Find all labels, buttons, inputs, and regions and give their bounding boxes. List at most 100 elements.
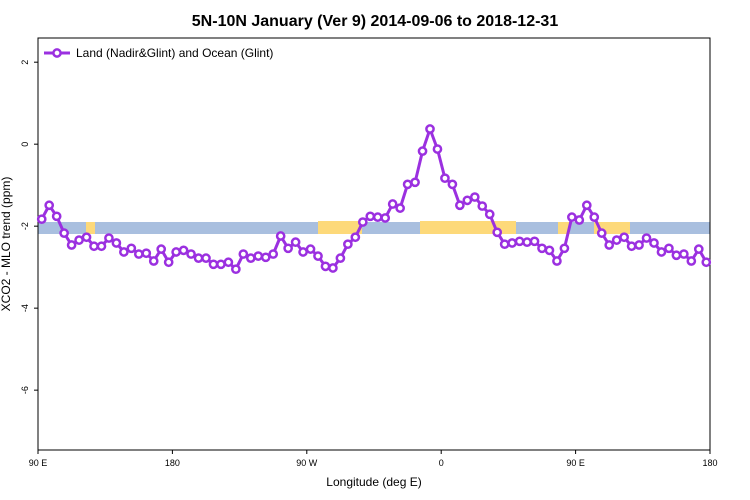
data-point	[634, 240, 644, 250]
data-point	[484, 209, 495, 220]
data-point	[343, 239, 353, 250]
x-tick-label: 180	[165, 458, 180, 468]
data-point	[365, 211, 376, 222]
data-point	[387, 199, 398, 209]
data-point	[701, 257, 712, 268]
data-point	[36, 214, 47, 225]
data-point	[656, 247, 667, 257]
data-point	[410, 177, 420, 188]
data-point	[268, 249, 279, 259]
data-point	[619, 232, 629, 243]
land-patch	[318, 221, 362, 234]
y-tick-label: -6	[20, 386, 30, 394]
land-ocean-strip	[38, 221, 710, 234]
data-point	[372, 212, 383, 222]
data-point	[574, 215, 585, 225]
data-point	[686, 256, 697, 266]
data-point	[231, 264, 241, 275]
land-patch	[86, 222, 95, 234]
plot-frame	[37, 37, 711, 451]
data-point	[74, 235, 84, 245]
data-point	[186, 249, 196, 259]
x-tick-label: 180	[702, 458, 717, 468]
data-point	[216, 259, 226, 270]
data-point	[335, 253, 346, 263]
data-point	[305, 244, 316, 254]
land-patch	[420, 221, 516, 234]
data-point	[328, 263, 338, 273]
data-point	[201, 253, 211, 263]
data-point	[148, 256, 159, 266]
data-point	[298, 247, 308, 257]
data-point	[44, 200, 55, 211]
x-axis-title: Longitude (deg E)	[326, 475, 421, 489]
data-point	[253, 251, 264, 261]
legend-label: Land (Nadir&Glint) and Ocean (Glint)	[76, 46, 273, 60]
data-point	[290, 237, 301, 248]
data-point	[59, 228, 69, 238]
data-point	[537, 243, 547, 254]
data-point	[245, 253, 256, 263]
data-point	[357, 217, 368, 227]
data-point	[611, 235, 622, 245]
data-point	[66, 240, 77, 250]
legend-marker	[52, 48, 62, 58]
data-point	[417, 146, 428, 156]
data-point	[223, 257, 234, 268]
land-patch	[558, 222, 570, 234]
data-point	[552, 256, 562, 266]
data-point	[499, 239, 510, 250]
data-point	[432, 144, 443, 154]
data-point	[111, 238, 122, 248]
x-tick-label: 0	[439, 458, 444, 468]
data-point	[350, 232, 361, 243]
data-point	[671, 250, 682, 261]
data-point	[395, 203, 405, 213]
data-point	[133, 249, 144, 259]
data-point	[589, 212, 600, 222]
data-point	[238, 249, 249, 259]
data-point	[679, 249, 689, 259]
data-point	[664, 243, 674, 254]
y-tick-label: -4	[20, 304, 30, 312]
data-point	[104, 233, 114, 243]
data-point	[425, 124, 435, 134]
x-tick-label: 90 E	[566, 458, 585, 468]
data-point	[51, 211, 62, 222]
data-point	[447, 179, 458, 190]
y-tick-label: -2	[20, 222, 30, 230]
data-point	[193, 253, 204, 263]
y-tick-label: 0	[20, 142, 30, 147]
data-point	[163, 257, 174, 268]
data-point	[81, 232, 92, 243]
data-point	[529, 236, 540, 247]
data-point	[604, 240, 615, 250]
data-point	[567, 212, 577, 222]
data-point	[626, 241, 637, 252]
data-point	[693, 244, 704, 254]
data-point	[455, 200, 465, 211]
data-point	[178, 245, 189, 256]
data-point	[522, 237, 532, 248]
data-point	[380, 213, 391, 223]
data-point	[649, 238, 659, 248]
data-point	[492, 227, 503, 238]
data-point	[260, 252, 271, 263]
data-point	[559, 243, 570, 254]
chart-title: 5N-10N January (Ver 9) 2014-09-06 to 201…	[192, 13, 559, 30]
data-point	[275, 231, 286, 241]
data-point	[89, 241, 99, 252]
y-axis-title: XCO2 - MLO trend (ppm)	[0, 177, 13, 312]
data-point	[320, 261, 331, 272]
data-point	[596, 228, 607, 238]
ocean-band	[38, 222, 710, 234]
data-point	[462, 195, 473, 206]
data-point	[469, 192, 480, 202]
x-tick-label: 90 E	[29, 458, 48, 468]
data-point	[440, 173, 450, 184]
data-point	[141, 248, 152, 259]
data-point	[477, 201, 488, 211]
data-point	[313, 251, 323, 261]
data-point	[544, 245, 555, 256]
